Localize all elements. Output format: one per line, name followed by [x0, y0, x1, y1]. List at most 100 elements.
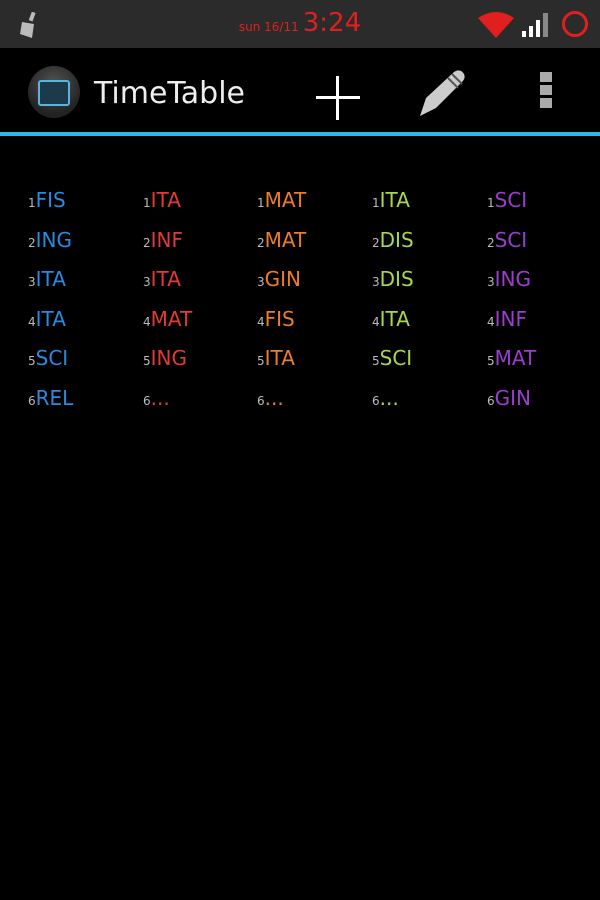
subject-label: GIN	[494, 385, 531, 410]
subject-label: INF	[150, 227, 184, 252]
period-number: 4	[28, 314, 36, 329]
subject-label: MAT	[494, 346, 537, 370]
period-number: 1	[372, 196, 380, 210]
timetable-cell[interactable]: 6GIN	[487, 386, 531, 413]
battery-ring-icon	[562, 11, 588, 37]
overflow-menu-icon[interactable]	[540, 72, 552, 111]
subject-label: REL	[35, 385, 74, 410]
period-number: 2	[143, 235, 151, 250]
status-bar: sun 16/11 3:24	[0, 0, 600, 48]
timetable-cell[interactable]: 4MAT	[143, 307, 192, 334]
timetable-cell[interactable]: 3GIN	[257, 267, 301, 294]
action-bar-divider	[0, 132, 600, 136]
subject-label: DIS	[379, 267, 414, 291]
period-number: 4	[143, 314, 151, 329]
timetable-cell[interactable]: 4FIS	[257, 307, 295, 334]
timetable-cell[interactable]: 2MAT	[257, 228, 306, 255]
subject-label: ITA	[35, 267, 66, 291]
period-number: 3	[257, 275, 265, 289]
period-number: 5	[28, 354, 36, 368]
subject-label: GIN	[264, 267, 301, 291]
subject-label: ITA	[264, 346, 295, 370]
period-number: 6	[143, 393, 151, 408]
timetable-cell[interactable]: 1FIS	[28, 188, 66, 215]
timetable-cell[interactable]: 4INF	[487, 307, 527, 334]
period-number: 1	[143, 196, 151, 210]
subject-label: ING	[35, 227, 72, 252]
period-number: 5	[143, 354, 151, 368]
period-number: 2	[487, 235, 495, 250]
subject-label: FIS	[264, 306, 295, 331]
timetable-cell[interactable]: 3ING	[487, 267, 531, 294]
timetable-cell[interactable]: 3DIS	[372, 267, 414, 294]
timetable-cell[interactable]: 5MAT	[487, 346, 536, 373]
status-date: sun 16/11	[238, 20, 299, 34]
period-number: 4	[257, 314, 265, 329]
subject-label: INF	[494, 306, 528, 331]
period-number: 6	[487, 393, 495, 408]
subject-label: SCI	[379, 346, 413, 370]
edit-pencil-icon[interactable]	[418, 68, 466, 118]
period-number: 1	[487, 196, 495, 210]
subject-label: ITA	[35, 306, 66, 331]
signal-icon	[522, 13, 548, 37]
period-number: 3	[487, 275, 495, 289]
period-number: 4	[372, 314, 380, 329]
status-time: 3:24	[302, 8, 362, 38]
timetable-cell[interactable]: 1ITA	[372, 188, 410, 215]
clock: sun 16/11 3:24	[0, 8, 600, 38]
period-number: 5	[257, 354, 265, 368]
timetable-cell[interactable]: 1MAT	[257, 188, 306, 215]
timetable-cell[interactable]: 5SCI	[28, 346, 68, 373]
timetable-cell[interactable]: 3ITA	[143, 267, 181, 294]
app-title: TimeTable	[94, 76, 245, 111]
timetable-cell[interactable]: 6...	[143, 386, 170, 413]
add-icon[interactable]	[316, 76, 360, 120]
timetable-cell[interactable]: 2DIS	[372, 228, 414, 255]
timetable-cell[interactable]: 2SCI	[487, 228, 527, 255]
timetable-cell[interactable]: 6REL	[28, 386, 73, 413]
subject-label: ITA	[150, 188, 181, 212]
period-number: 1	[28, 196, 36, 210]
timetable-cell[interactable]: 4ITA	[28, 307, 66, 334]
timetable-cell[interactable]: 3ITA	[28, 267, 66, 294]
subject-label: ITA	[379, 188, 410, 212]
timetable-cell[interactable]: 4ITA	[372, 307, 410, 334]
timetable-cell[interactable]: 5SCI	[372, 346, 412, 373]
timetable-cell[interactable]: 6...	[257, 386, 284, 413]
subject-label: ...	[150, 385, 170, 410]
subject-label: ING	[150, 346, 187, 370]
timetable-cell[interactable]: 1ITA	[143, 188, 181, 215]
subject-label: MAT	[264, 188, 307, 212]
timetable-cell[interactable]: 2ING	[28, 228, 72, 255]
subject-label: ING	[494, 267, 531, 291]
timetable-cell[interactable]: 5ITA	[257, 346, 295, 373]
subject-label: SCI	[35, 346, 69, 370]
period-number: 3	[143, 275, 151, 289]
app-icon[interactable]	[28, 66, 80, 118]
period-number: 2	[257, 235, 265, 250]
period-number: 3	[28, 275, 36, 289]
subject-label: ...	[379, 385, 399, 410]
period-number: 6	[28, 393, 36, 408]
period-number: 5	[487, 354, 495, 368]
period-number: 4	[487, 314, 495, 329]
period-number: 1	[257, 196, 265, 210]
timetable-cell[interactable]: 1SCI	[487, 188, 527, 215]
subject-label: DIS	[379, 227, 414, 252]
subject-label: FIS	[35, 188, 66, 212]
timetable-cell[interactable]: 5ING	[143, 346, 187, 373]
timetable-cell[interactable]: 6...	[372, 386, 399, 413]
period-number: 6	[257, 393, 265, 408]
timetable-cell[interactable]: 2INF	[143, 228, 183, 255]
period-number: 2	[372, 235, 380, 250]
subject-label: ITA	[379, 306, 410, 331]
period-number: 6	[372, 393, 380, 408]
wifi-icon	[478, 12, 514, 38]
period-number: 2	[28, 235, 36, 250]
subject-label: MAT	[264, 227, 307, 252]
subject-label: ITA	[150, 267, 181, 291]
subject-label: SCI	[494, 188, 528, 212]
period-number: 3	[372, 275, 380, 289]
subject-label: ...	[264, 385, 284, 410]
